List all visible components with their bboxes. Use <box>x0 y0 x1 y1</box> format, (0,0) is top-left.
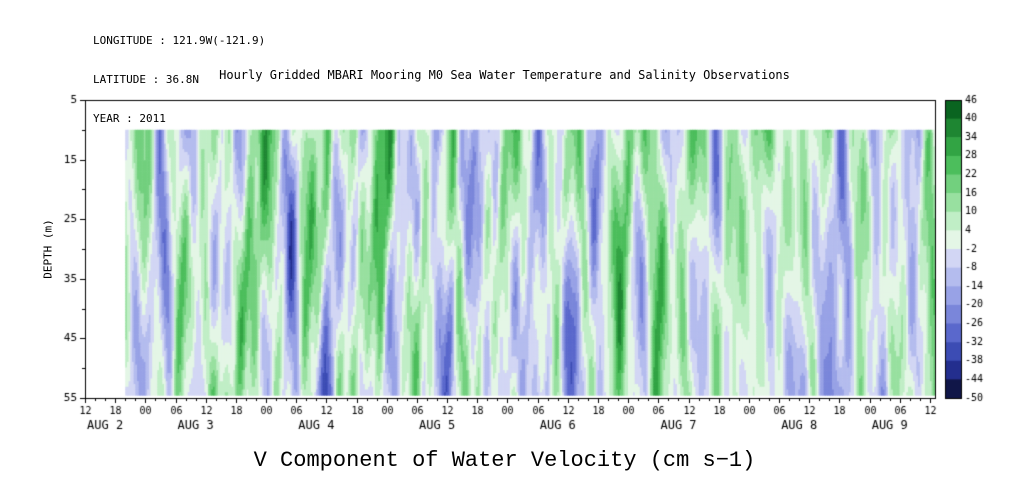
longitude-label: LONGITUDE : 121.9W(-121.9) <box>93 34 266 47</box>
plot-title: Hourly Gridded MBARI Mooring M0 Sea Wate… <box>219 68 790 82</box>
year-label: YEAR : 2011 <box>93 112 166 125</box>
metadata-block: LONGITUDE : 121.9W(-121.9) LATITUDE : 36… <box>93 8 265 151</box>
bottom-variable-label: V Component of Water Velocity (cm s−1) <box>253 448 756 473</box>
y-axis-label: DEPTH (m) <box>41 219 55 279</box>
latitude-label: LATITUDE : 36.8N <box>93 73 199 86</box>
